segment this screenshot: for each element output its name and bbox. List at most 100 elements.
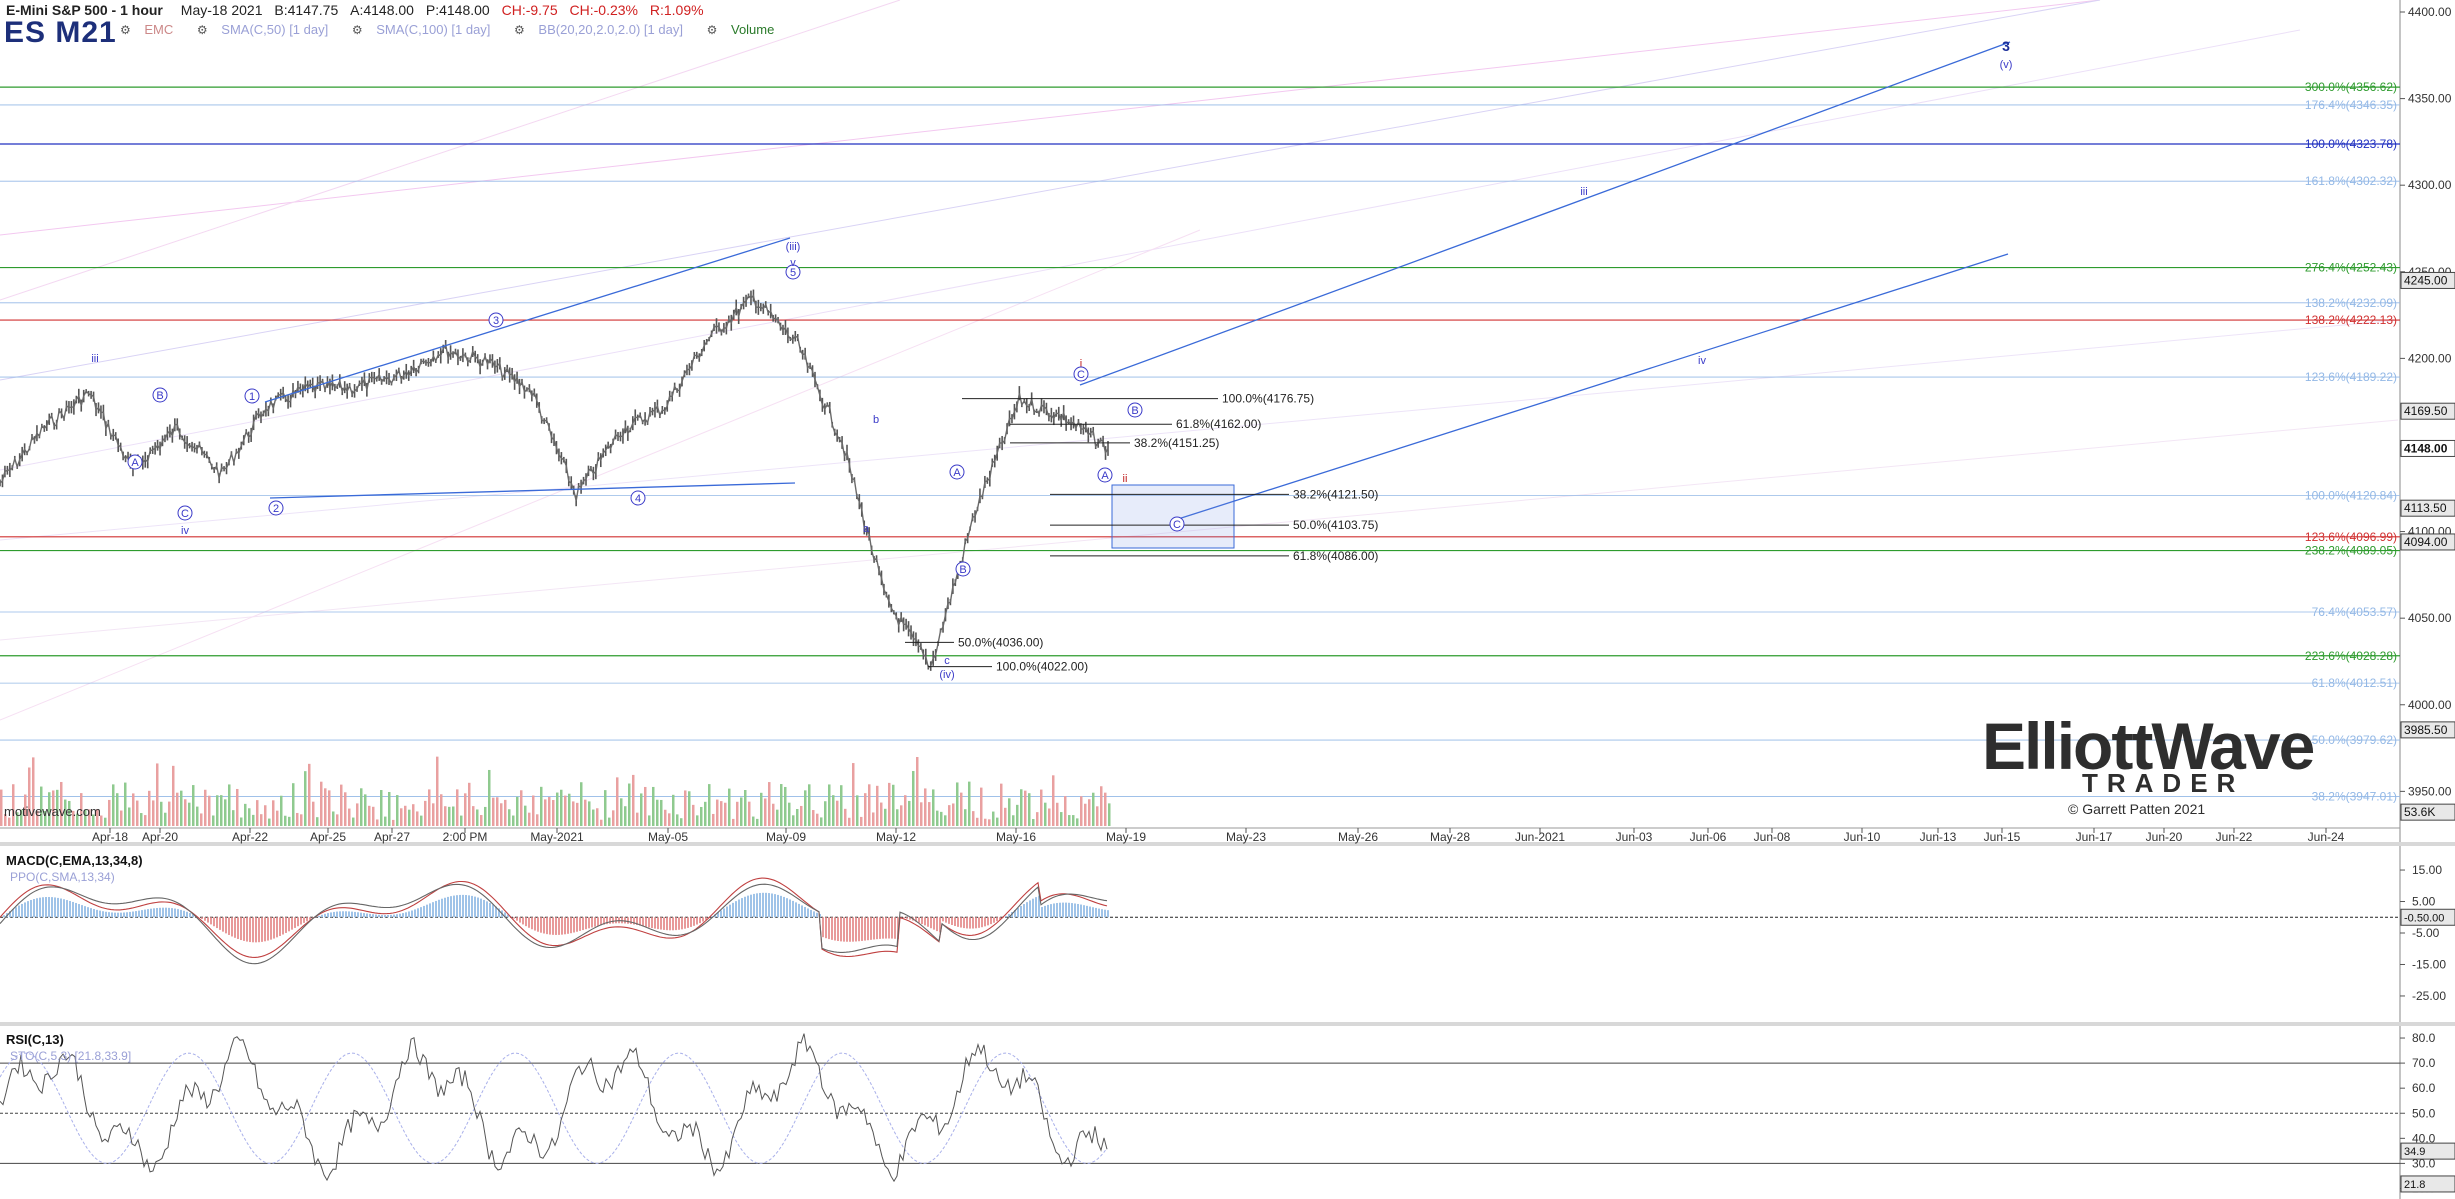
volume-bar — [744, 789, 747, 826]
macd-histogram-bar — [75, 902, 77, 918]
volume-bar — [44, 810, 47, 826]
volume-bar — [772, 803, 775, 826]
x-tick-label: May-26 — [1338, 830, 1378, 844]
gear-icon[interactable]: ⚙ — [706, 23, 718, 37]
volume-bar — [640, 793, 643, 826]
volume-bar — [0, 789, 3, 826]
volume-bar — [300, 814, 303, 826]
volume-bar — [756, 818, 759, 826]
macd-histogram-bar — [126, 912, 128, 918]
macd-histogram-bar — [9, 911, 11, 918]
macd-histogram-bar — [591, 917, 593, 928]
volume-bar — [996, 817, 999, 826]
macd-histogram-bar — [1047, 904, 1049, 918]
volume-bar — [356, 803, 359, 826]
volume-bar — [556, 792, 559, 826]
volume-bar — [360, 788, 363, 826]
macd-histogram-bar — [762, 892, 764, 918]
gear-icon[interactable]: ⚙ — [351, 23, 363, 37]
volume-bar — [796, 808, 799, 826]
volume-bar — [1052, 775, 1055, 826]
price-line — [0, 294, 1109, 669]
macd-histogram-bar — [612, 917, 614, 924]
macd-histogram-bar — [240, 917, 242, 941]
wave-channel-line — [269, 482, 796, 499]
study-sma100[interactable]: ⚙ SMA(C,100) [1 day] — [351, 22, 491, 37]
volume-bar — [708, 784, 711, 826]
volume-bar — [1024, 790, 1027, 826]
macd-histogram-bar — [435, 900, 437, 918]
volume-bar — [860, 816, 863, 826]
volume-bar — [1064, 796, 1067, 826]
wave-label-circle — [244, 388, 260, 404]
wave-label: (iii) — [786, 241, 801, 253]
volume-bar — [540, 786, 543, 826]
macd-histogram-bar — [288, 917, 290, 932]
volume-bar — [440, 794, 443, 826]
volume-bar — [712, 813, 715, 826]
gear-icon[interactable]: ⚙ — [514, 23, 525, 37]
study-volume[interactable]: ⚙ Volume — [706, 22, 775, 37]
volume-bar — [468, 782, 471, 826]
macd-histogram-bar — [387, 914, 389, 918]
macd-histogram-bar — [486, 901, 488, 918]
macd-histogram-bar — [975, 917, 977, 929]
volume-bar — [892, 784, 895, 826]
volume-bar — [1072, 815, 1075, 826]
macd-histogram-bar — [1044, 905, 1046, 918]
volume-bar — [484, 806, 487, 826]
macd-histogram-bar — [441, 898, 443, 918]
macd-histogram-bar — [339, 911, 341, 918]
macd-histogram-bar — [111, 912, 113, 918]
macd-histogram-bar — [786, 898, 788, 918]
wave-label-circle — [955, 561, 971, 577]
volume-bar — [856, 795, 859, 826]
macd-histogram-bar — [1068, 902, 1070, 918]
macd-histogram-bar — [567, 917, 569, 934]
macd-histogram-bar — [477, 897, 479, 918]
macd-histogram-bar — [408, 911, 410, 918]
volume-bar — [844, 808, 847, 826]
macd-histogram-bar — [120, 912, 122, 918]
macd-histogram-bar — [201, 917, 203, 920]
wave-label: 4 — [635, 493, 641, 505]
quote-range: R:1.09% — [649, 2, 704, 18]
macd-histogram-bar — [711, 916, 713, 918]
wave-channel-line — [1174, 253, 2009, 521]
volume-bar — [904, 795, 907, 826]
volume-bar — [268, 818, 271, 826]
volume-bar — [1076, 818, 1079, 826]
fib-level-label: 238.2%(4089.05) — [2305, 544, 2397, 558]
macd-histogram-bar — [525, 917, 527, 927]
gear-icon[interactable]: ⚙ — [196, 23, 208, 37]
macd-histogram-bar — [852, 917, 854, 942]
x-tick-label: 2:00 PM — [443, 830, 488, 844]
macd-histogram-bar — [690, 917, 692, 927]
study-bb[interactable]: ⚙ BB(20,20,2.0,2.0) [1 day] — [514, 22, 683, 37]
macd-histogram-bar — [771, 893, 773, 918]
x-tick-label: Jun-2021 — [1515, 830, 1565, 844]
volume-bar — [160, 801, 163, 826]
volume-bar — [584, 799, 587, 826]
gear-icon[interactable]: ⚙ — [120, 23, 131, 37]
study-emc[interactable]: ⚙ EMC — [120, 22, 174, 37]
macd-histogram-bar — [78, 904, 80, 918]
macd-histogram-bar — [696, 917, 698, 925]
study-sma50[interactable]: ⚙ SMA(C,50) [1 day] — [196, 22, 329, 37]
macd-histogram-bar — [663, 917, 665, 930]
wave-label: 5 — [790, 267, 796, 279]
wave-label: A — [1101, 470, 1109, 482]
macd-histogram-bar — [924, 917, 926, 926]
macd-histogram-bar — [963, 917, 965, 929]
macd-histogram-bar — [795, 902, 797, 918]
macd-histogram-bar — [1038, 895, 1040, 918]
volume-bar — [12, 784, 15, 826]
volume-bar — [260, 814, 263, 826]
volume-bar — [724, 802, 727, 826]
macd-histogram-bar — [432, 902, 434, 918]
macd-histogram-bar — [105, 911, 107, 918]
volume-bar — [40, 786, 43, 826]
logo-brand: ElliottWave — [1982, 709, 2315, 783]
x-tick-label: Apr-25 — [310, 830, 346, 844]
